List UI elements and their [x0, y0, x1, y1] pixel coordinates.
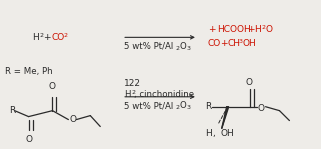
Text: O: O — [180, 42, 187, 51]
Text: 122: 122 — [124, 79, 141, 88]
Text: H: H — [124, 90, 131, 99]
Text: O: O — [257, 104, 265, 113]
Text: H: H — [255, 25, 261, 34]
Text: 5 wt% Pt/Al: 5 wt% Pt/Al — [124, 101, 173, 110]
Text: CO: CO — [51, 33, 65, 42]
Text: 2: 2 — [262, 25, 265, 30]
Text: O: O — [180, 101, 187, 110]
Text: 2: 2 — [176, 105, 180, 110]
Text: +: + — [220, 39, 227, 48]
Text: 2: 2 — [176, 46, 180, 51]
Text: OH: OH — [243, 39, 256, 48]
Text: O: O — [246, 78, 253, 87]
Text: OH: OH — [221, 129, 234, 138]
Text: H: H — [205, 129, 212, 138]
Text: O: O — [69, 115, 76, 124]
Text: R = Me, Ph: R = Me, Ph — [5, 67, 52, 76]
Text: CH: CH — [228, 39, 241, 48]
Text: 2: 2 — [131, 90, 135, 95]
Text: +: + — [208, 25, 215, 34]
Text: 2: 2 — [64, 33, 67, 38]
Text: +: + — [44, 33, 51, 42]
Text: , cinchonidine: , cinchonidine — [134, 90, 194, 99]
Text: HCOOH: HCOOH — [217, 25, 250, 34]
Text: O: O — [26, 135, 33, 144]
Text: ,: , — [213, 129, 215, 138]
Text: 3: 3 — [239, 39, 243, 44]
Text: R: R — [205, 102, 211, 111]
Text: +: + — [247, 25, 254, 34]
Text: 3: 3 — [187, 46, 191, 51]
Text: 3: 3 — [187, 105, 191, 110]
Text: H: H — [32, 33, 39, 42]
Text: CO: CO — [208, 39, 221, 48]
Text: 5 wt% Pt/Al: 5 wt% Pt/Al — [124, 42, 173, 51]
Text: 2: 2 — [39, 33, 44, 38]
Polygon shape — [222, 107, 229, 128]
Text: O: O — [265, 25, 273, 34]
Text: R: R — [9, 106, 15, 115]
Text: O: O — [48, 82, 56, 91]
